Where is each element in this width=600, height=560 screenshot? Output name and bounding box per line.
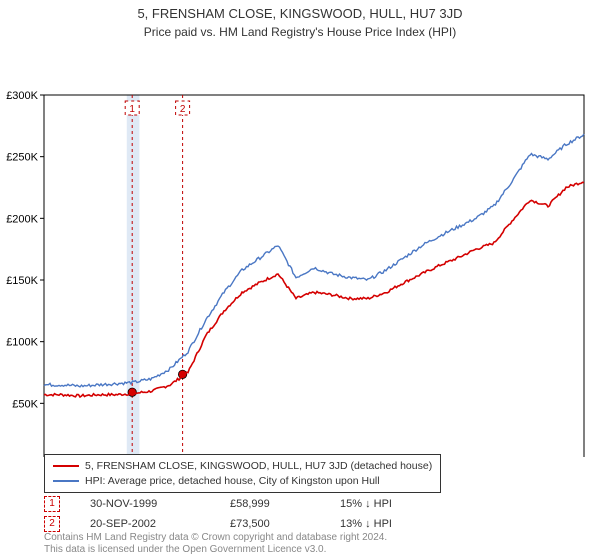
marker-delta: 15% ↓ HPI: [340, 498, 460, 510]
svg-text:£300K: £300K: [6, 90, 38, 102]
svg-text:£50K: £50K: [12, 398, 38, 410]
price-chart-card: 5, FRENSHAM CLOSE, KINGSWOOD, HULL, HU7 …: [0, 0, 600, 560]
chart-footer: Contains HM Land Registry data © Crown c…: [44, 532, 387, 556]
chart-legend: 5, FRENSHAM CLOSE, KINGSWOOD, HULL, HU7 …: [44, 454, 441, 493]
svg-text:£250K: £250K: [6, 152, 38, 164]
legend-swatch-property: [53, 465, 79, 467]
marker-price: £58,999: [230, 498, 310, 510]
line-chart: £0£50K£100K£150K£200K£250K£300K199519961…: [0, 47, 600, 457]
marker-delta: 13% ↓ HPI: [340, 518, 460, 530]
footer-copyright: Contains HM Land Registry data © Crown c…: [44, 532, 387, 544]
marker-date: 30-NOV-1999: [90, 498, 200, 510]
marker-row-1: 1 30-NOV-1999 £58,999 15% ↓ HPI: [44, 496, 460, 512]
svg-text:£100K: £100K: [6, 337, 38, 349]
svg-text:2: 2: [180, 104, 186, 115]
chart-title-subtitle: Price paid vs. HM Land Registry's House …: [0, 25, 600, 39]
legend-swatch-hpi: [53, 480, 79, 482]
chart-title-address: 5, FRENSHAM CLOSE, KINGSWOOD, HULL, HU7 …: [0, 6, 600, 21]
legend-row-property: 5, FRENSHAM CLOSE, KINGSWOOD, HULL, HU7 …: [53, 459, 432, 474]
marker-id-box: 1: [44, 496, 60, 512]
marker-date: 20-SEP-2002: [90, 518, 200, 530]
marker-id-box: 2: [44, 516, 60, 532]
legend-label-property: 5, FRENSHAM CLOSE, KINGSWOOD, HULL, HU7 …: [85, 459, 432, 474]
svg-text:£150K: £150K: [6, 275, 38, 287]
marker-row-2: 2 20-SEP-2002 £73,500 13% ↓ HPI: [44, 516, 460, 532]
svg-text:1: 1: [129, 104, 135, 115]
chart-titles: 5, FRENSHAM CLOSE, KINGSWOOD, HULL, HU7 …: [0, 0, 600, 39]
svg-text:£200K: £200K: [6, 213, 38, 225]
legend-row-hpi: HPI: Average price, detached house, City…: [53, 474, 432, 489]
legend-label-hpi: HPI: Average price, detached house, City…: [85, 474, 380, 489]
marker-price: £73,500: [230, 518, 310, 530]
footer-licence: This data is licensed under the Open Gov…: [44, 544, 387, 556]
